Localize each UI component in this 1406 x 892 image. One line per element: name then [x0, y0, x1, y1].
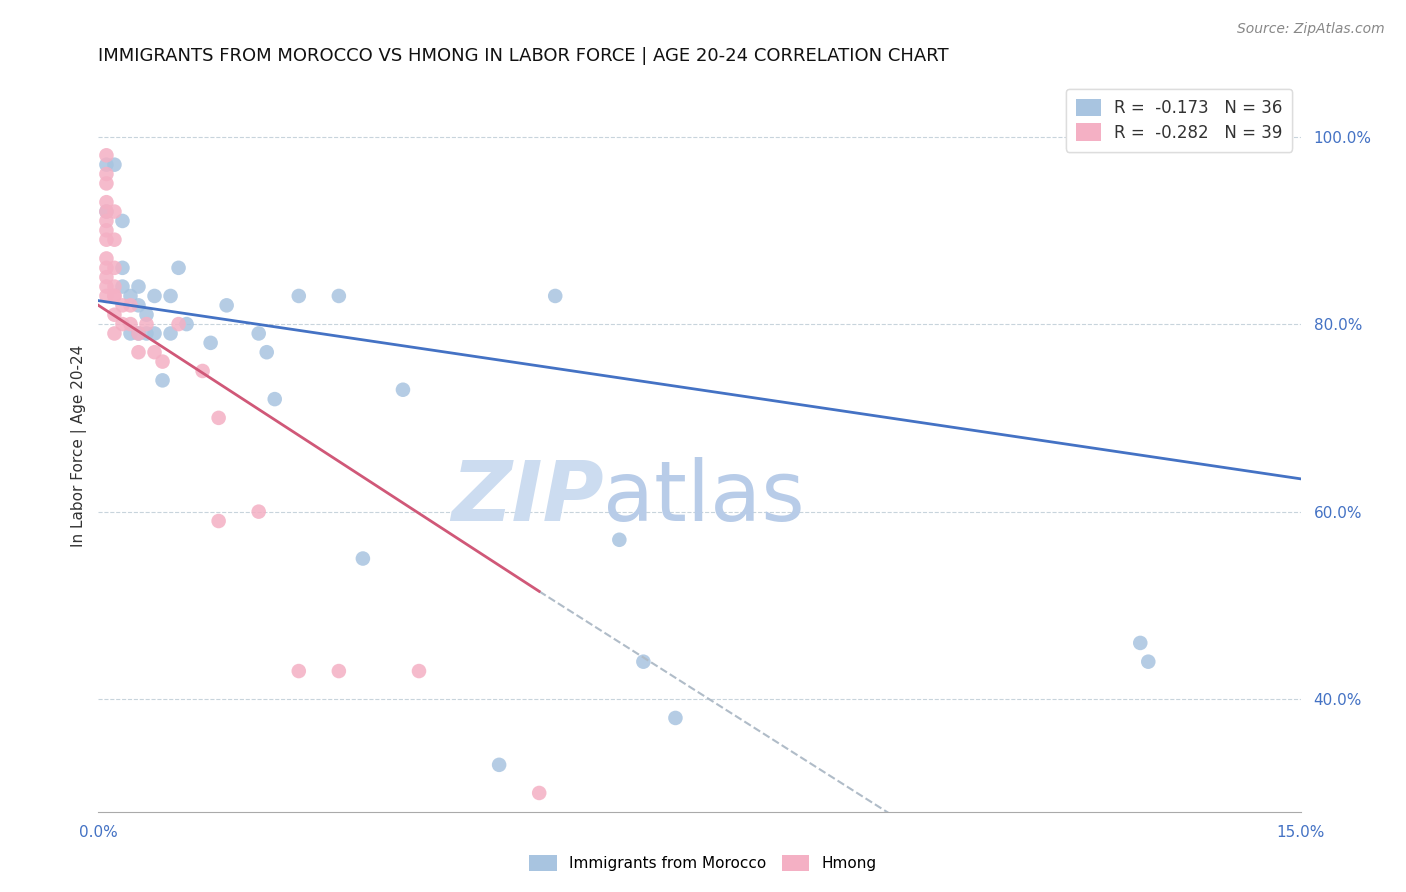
Point — [103, 204, 125, 219]
Point — [135, 326, 157, 341]
Point — [263, 392, 285, 406]
Point — [111, 317, 134, 331]
Legend: R =  -0.173   N = 36, R =  -0.282   N = 39: R = -0.173 N = 36, R = -0.282 N = 39 — [1066, 88, 1292, 152]
Point — [159, 326, 181, 341]
Point — [96, 177, 118, 191]
Point — [111, 298, 134, 312]
Point — [96, 158, 118, 172]
Point — [111, 279, 134, 293]
Point — [96, 167, 118, 181]
Point — [544, 289, 567, 303]
Point — [96, 260, 118, 275]
Point — [529, 786, 551, 800]
Point — [328, 664, 350, 678]
Point — [200, 335, 222, 350]
Point — [103, 326, 125, 341]
Point — [128, 326, 150, 341]
Point — [120, 326, 142, 341]
Point — [103, 308, 125, 322]
Point — [328, 289, 350, 303]
Point — [143, 326, 166, 341]
Point — [1137, 655, 1160, 669]
Point — [288, 664, 311, 678]
Point — [288, 289, 311, 303]
Point — [96, 214, 118, 228]
Point — [128, 326, 150, 341]
Point — [96, 204, 118, 219]
Point — [664, 711, 686, 725]
Point — [103, 289, 125, 303]
Point — [135, 308, 157, 322]
Point — [103, 233, 125, 247]
Point — [103, 289, 125, 303]
Point — [143, 345, 166, 359]
Point — [408, 664, 430, 678]
Text: Source: ZipAtlas.com: Source: ZipAtlas.com — [1237, 22, 1385, 37]
Point — [191, 364, 214, 378]
Point — [352, 551, 374, 566]
Point — [167, 317, 190, 331]
Point — [128, 279, 150, 293]
Point — [96, 195, 118, 210]
Point — [96, 148, 118, 162]
Point — [111, 214, 134, 228]
Point — [152, 373, 174, 387]
Point — [159, 289, 181, 303]
Point — [96, 223, 118, 237]
Point — [143, 289, 166, 303]
Point — [247, 326, 270, 341]
Point — [247, 505, 270, 519]
Point — [208, 410, 231, 425]
Point — [633, 655, 655, 669]
Point — [392, 383, 415, 397]
Point — [1129, 636, 1152, 650]
Text: IMMIGRANTS FROM MOROCCO VS HMONG IN LABOR FORCE | AGE 20-24 CORRELATION CHART: IMMIGRANTS FROM MOROCCO VS HMONG IN LABO… — [98, 47, 949, 65]
Point — [135, 317, 157, 331]
Point — [488, 757, 510, 772]
Point — [96, 279, 118, 293]
Point — [96, 289, 118, 303]
Point — [96, 270, 118, 285]
Text: atlas: atlas — [603, 457, 806, 538]
Point — [208, 514, 231, 528]
Point — [215, 298, 238, 312]
Point — [167, 260, 190, 275]
Point — [176, 317, 198, 331]
Point — [128, 345, 150, 359]
Point — [120, 317, 142, 331]
Legend: Immigrants from Morocco, Hmong: Immigrants from Morocco, Hmong — [523, 849, 883, 877]
Point — [152, 354, 174, 368]
Point — [96, 252, 118, 266]
Point — [128, 298, 150, 312]
Point — [96, 204, 118, 219]
Point — [111, 260, 134, 275]
Text: ZIP: ZIP — [451, 457, 603, 538]
Point — [103, 279, 125, 293]
Point — [256, 345, 278, 359]
Point — [103, 260, 125, 275]
Point — [120, 298, 142, 312]
Y-axis label: In Labor Force | Age 20-24: In Labor Force | Age 20-24 — [72, 345, 87, 547]
Point — [120, 289, 142, 303]
Point — [609, 533, 631, 547]
Point — [96, 233, 118, 247]
Point — [103, 158, 125, 172]
